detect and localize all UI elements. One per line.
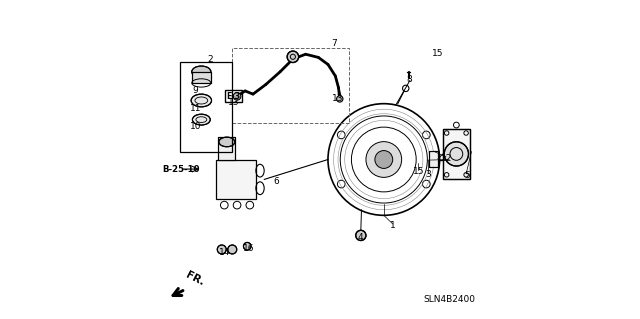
Text: 11: 11 (190, 104, 202, 113)
Text: 15: 15 (413, 167, 424, 176)
Ellipse shape (192, 66, 211, 78)
Text: 7: 7 (331, 39, 337, 48)
Circle shape (337, 96, 343, 102)
Text: 16: 16 (243, 244, 255, 253)
Bar (443, 129, 470, 179)
Text: 14: 14 (219, 248, 230, 256)
Text: 2: 2 (207, 55, 213, 63)
Circle shape (375, 151, 393, 168)
Ellipse shape (219, 137, 235, 147)
Circle shape (287, 51, 299, 63)
Bar (192, 72, 211, 83)
Bar (218, 137, 236, 160)
Text: 8: 8 (406, 75, 412, 84)
Text: 1: 1 (390, 221, 396, 230)
Text: 13: 13 (227, 98, 239, 107)
Circle shape (366, 142, 402, 177)
Bar (180, 62, 232, 152)
Text: B-25-10: B-25-10 (162, 165, 200, 174)
Bar (429, 151, 438, 167)
Circle shape (444, 142, 468, 166)
Text: 5: 5 (464, 171, 470, 180)
Bar (225, 90, 242, 102)
Circle shape (243, 242, 251, 250)
Circle shape (233, 93, 241, 100)
Text: E-3: E-3 (227, 92, 241, 100)
Ellipse shape (191, 94, 212, 107)
Bar (218, 137, 236, 160)
Text: 15: 15 (431, 49, 443, 58)
Circle shape (218, 245, 226, 254)
Text: 10: 10 (190, 122, 202, 130)
Text: 9: 9 (193, 86, 198, 95)
Text: FR.: FR. (184, 269, 206, 287)
Ellipse shape (193, 114, 211, 125)
Text: 12: 12 (441, 154, 452, 163)
Bar (443, 129, 470, 179)
Text: SLN4B2400: SLN4B2400 (424, 295, 476, 304)
Text: 4: 4 (357, 233, 363, 242)
Circle shape (356, 230, 366, 241)
Text: 6: 6 (273, 177, 279, 186)
Circle shape (228, 245, 237, 254)
Text: 13: 13 (332, 94, 343, 103)
Bar (429, 151, 438, 167)
Text: 3: 3 (426, 170, 431, 179)
Bar (232, 48, 349, 123)
Bar (192, 72, 211, 83)
Bar (216, 160, 256, 199)
